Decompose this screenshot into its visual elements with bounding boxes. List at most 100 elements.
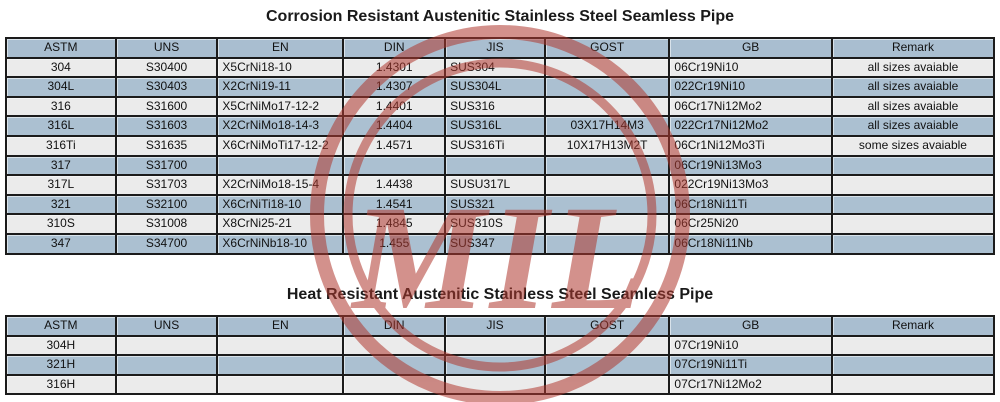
column-header-gb: GB [668, 37, 833, 59]
table-cell: X6CrNiTi18-10 [216, 193, 345, 216]
table-row: 316L S31603 X2CrNiMo18-14-3 1.4404 SUS316L 03… [5, 115, 996, 137]
table-cell: X2CrNi19-11 [216, 76, 345, 98]
table-cell: 06Cr18Ni11Ti [668, 193, 833, 216]
table-cell: 06Cr19Ni13Mo3 [668, 154, 833, 177]
table-cell: 07Cr19Ni11Ti [668, 354, 833, 376]
table-cell [216, 373, 345, 396]
table-cell: SUSU317L [444, 174, 546, 196]
table-cell [830, 354, 996, 376]
table-cell [830, 213, 996, 235]
column-header-en: EN [216, 37, 345, 59]
table-title-heat-resistant: Heat Resistant Austenitic Stainless Stee… [286, 286, 714, 303]
table-cell: 316 [5, 95, 117, 118]
heat-resistant-pipe-table: ASTM UNS EN DIN JIS GOST GB Remark 304H 07Cr19Ni… [5, 315, 996, 396]
table-cell: 1.4401 [342, 95, 447, 118]
table-cell: 07Cr19Ni10 [668, 334, 833, 357]
table-cell: S34700 [114, 232, 219, 255]
table-cell: some sizes avaiable [830, 134, 996, 157]
table-cell [114, 373, 219, 396]
table-cell: 1.4571 [342, 134, 447, 157]
table-row: 316 S31600 X5CrNiMo17-12-2 1.4401 SUS316 06C… [5, 95, 996, 118]
table-cell [543, 354, 671, 376]
table-cell: 317 [5, 154, 117, 177]
table-cell [543, 154, 671, 177]
table-cell: 316H [5, 373, 117, 396]
table-row: 317 S31700 06Cr19Ni13Mo3 [5, 154, 996, 177]
table-cell [830, 373, 996, 396]
table-row: 317L S31703 X2CrNiMo18-15-4 1.4438 SUSU317L … [5, 174, 996, 196]
table-cell: S30400 [114, 56, 219, 79]
table-cell [543, 373, 671, 396]
table-row: 316Ti S31635 X6CrNiMoTi17-12-2 1.4571 SUS316… [5, 134, 996, 157]
table-cell [543, 56, 671, 79]
table-cell: 06Cr19Ni10 [668, 56, 833, 79]
column-header-en: EN [216, 315, 345, 337]
table-cell: S31635 [114, 134, 219, 157]
table-cell: 321 [5, 193, 117, 216]
table-cell: 1.4404 [342, 115, 447, 137]
table-cell: 07Cr17Ni12Mo2 [668, 373, 833, 396]
table-cell: all sizes avaiable [830, 56, 996, 79]
column-header-jis: JIS [444, 315, 546, 337]
table-cell: X6CrNiMoTi17-12-2 [216, 134, 345, 157]
table-row: 304 S30400 X5CrNi18-10 1.4301 SUS304 06Cr19N… [5, 56, 996, 79]
table-cell [830, 232, 996, 255]
table-cell [543, 334, 671, 357]
table-cell [342, 354, 447, 376]
column-header-gost: GOST [543, 37, 671, 59]
table-cell [543, 95, 671, 118]
table-row: 304H 07Cr19Ni10 [5, 334, 996, 357]
table-cell [543, 213, 671, 235]
table-cell: 1.4301 [342, 56, 447, 79]
table-cell: 317L [5, 174, 117, 196]
header-row: ASTM UNS EN DIN JIS GOST GB Remark [5, 37, 996, 59]
table-cell [216, 354, 345, 376]
table-cell: all sizes avaiable [830, 115, 996, 137]
table-cell: 1.455 [342, 232, 447, 255]
table-row: 347 S34700 X6CrNiNb18-10 1.455 SUS347 06Cr18… [5, 232, 996, 255]
column-header-uns: UNS [114, 315, 219, 337]
table-cell: X6CrNiNb18-10 [216, 232, 345, 255]
column-header-astm: ASTM [5, 37, 117, 59]
table-cell [216, 154, 345, 177]
table-cell: S30403 [114, 76, 219, 98]
table-cell: 304L [5, 76, 117, 98]
corrosion-resistant-pipe-table: ASTM UNS EN DIN JIS GOST GB Remark 304 S30400 X5Cr… [5, 37, 996, 255]
table-cell: SUS321 [444, 193, 546, 216]
column-header-din: DIN [342, 37, 447, 59]
table-cell: S31703 [114, 174, 219, 196]
table-row: 321 S32100 X6CrNiTi18-10 1.4541 SUS321 06Cr1… [5, 193, 996, 216]
table-cell: 316L [5, 115, 117, 137]
table-cell: X5CrNi18-10 [216, 56, 345, 79]
table-cell: 022Cr17Ni12Mo2 [668, 115, 833, 137]
table-cell [216, 334, 345, 357]
table-cell: S31008 [114, 213, 219, 235]
table-cell: all sizes avaiable [830, 76, 996, 98]
column-header-gost: GOST [543, 315, 671, 337]
table-cell: X2CrNiMo18-14-3 [216, 115, 345, 137]
table-cell: 06Cr18Ni11Nb [668, 232, 833, 255]
table-cell: 321H [5, 354, 117, 376]
table-cell: 310S [5, 213, 117, 235]
table-row: 310S S31008 X8CrNi25-21 1.4845 SUS310S 06Cr2… [5, 213, 996, 235]
table-cell [114, 334, 219, 357]
table-cell: S32100 [114, 193, 219, 216]
table-cell [543, 174, 671, 196]
table-cell [342, 334, 447, 357]
column-header-jis: JIS [444, 37, 546, 59]
table-cell [444, 334, 546, 357]
table-row: 321H 07Cr19Ni11Ti [5, 354, 996, 376]
column-header-astm: ASTM [5, 315, 117, 337]
table-cell: 1.4541 [342, 193, 447, 216]
column-header-uns: UNS [114, 37, 219, 59]
table-cell [830, 174, 996, 196]
table-cell [830, 193, 996, 216]
table-cell: 022Cr19Ni13Mo3 [668, 174, 833, 196]
table-cell [114, 354, 219, 376]
table-cell: S31700 [114, 154, 219, 177]
table-row: 304L S30403 X2CrNi19-11 1.4307 SUS304L 022Cr… [5, 76, 996, 98]
table-cell [444, 373, 546, 396]
table-cell: 06Cr17Ni12Mo2 [668, 95, 833, 118]
table-cell: SUS316L [444, 115, 546, 137]
